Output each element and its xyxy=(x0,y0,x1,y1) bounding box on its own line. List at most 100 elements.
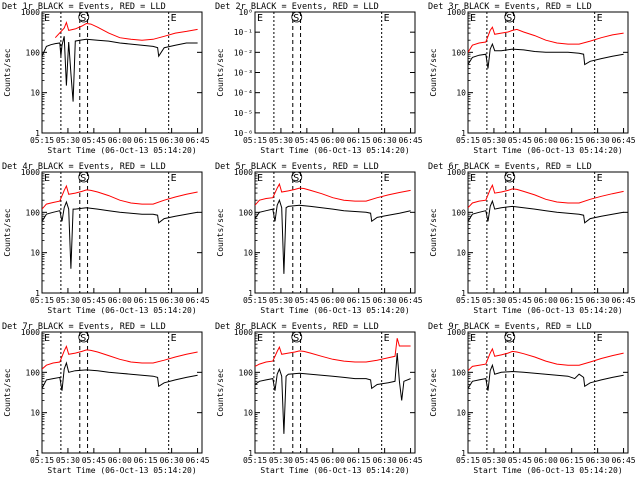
y-tick-label: 10 xyxy=(243,409,253,418)
x-tick-label: 05:45 xyxy=(295,136,319,145)
x-tick-label: 06:45 xyxy=(399,296,423,305)
lld-series-line xyxy=(468,183,624,209)
x-tick-label: 05:45 xyxy=(82,136,106,145)
x-tick-label: 06:30 xyxy=(586,296,610,305)
x-tick-label: 05:30 xyxy=(269,136,293,145)
y-axis-label: Counts/sec xyxy=(3,48,12,96)
x-tick-label: 06:30 xyxy=(160,296,184,305)
flare-marker-circle xyxy=(504,331,516,343)
y-tick-label: 1 xyxy=(35,129,40,138)
flare-marker: S xyxy=(80,13,86,24)
start-marker: E xyxy=(257,13,263,24)
chart-title: Det 2r BLACK = Events, RED = LLD xyxy=(215,2,379,12)
lld-series-line xyxy=(255,182,411,206)
x-tick-label: 06:30 xyxy=(373,136,397,145)
x-tick-label: 06:15 xyxy=(560,456,584,465)
y-tick-label: 10⁰ xyxy=(239,8,253,17)
events-series-line xyxy=(468,199,624,224)
flare-marker: S xyxy=(80,173,86,184)
y-tick-label: 100 xyxy=(452,208,467,217)
x-tick-label: 06:15 xyxy=(560,136,584,145)
x-tick-label: 06:00 xyxy=(534,296,558,305)
x-axis-label: Start Time (06-Oct-13 05:14:20) xyxy=(260,306,409,315)
y-axis-label: Counts/sec xyxy=(3,368,12,416)
x-tick-label: 05:45 xyxy=(82,296,106,305)
x-tick-label: 06:00 xyxy=(534,136,558,145)
y-tick-label: 1 xyxy=(461,289,466,298)
y-tick-label: 1000 xyxy=(21,8,40,17)
start-marker: E xyxy=(470,13,476,24)
y-tick-label: 10 xyxy=(30,409,40,418)
plot-frame xyxy=(41,11,203,134)
events-series-line xyxy=(42,361,198,391)
x-tick-label: 06:00 xyxy=(108,136,132,145)
y-tick-label: 1000 xyxy=(234,328,253,337)
y-tick-label: 1 xyxy=(248,449,253,458)
flare-marker-circle xyxy=(291,11,303,23)
flare-marker: S xyxy=(293,173,299,184)
plot-frame xyxy=(41,171,203,294)
end-marker: E xyxy=(384,13,390,24)
y-tick-label: 1000 xyxy=(447,328,466,337)
y-tick-label: 10⁻⁵ xyxy=(234,109,253,118)
x-tick-label: 05:45 xyxy=(295,296,319,305)
y-tick-label: 10 xyxy=(456,249,466,258)
start-marker: E xyxy=(470,173,476,184)
flare-marker: S xyxy=(506,333,512,344)
end-marker: E xyxy=(171,333,177,344)
events-series-line xyxy=(255,198,411,274)
end-marker: E xyxy=(384,173,390,184)
x-tick-label: 06:00 xyxy=(108,456,132,465)
flare-marker: S xyxy=(293,333,299,344)
chart-title: Det 3r BLACK = Events, RED = LLD xyxy=(428,2,592,12)
y-axis-label: Counts/sec xyxy=(429,208,438,256)
x-tick-label: 05:30 xyxy=(56,136,80,145)
x-tick-label: 05:30 xyxy=(269,456,293,465)
y-tick-label: 1 xyxy=(35,449,40,458)
lld-series-line xyxy=(468,26,624,53)
chart-title: Det 5r BLACK = Events, RED = LLD xyxy=(215,162,379,172)
x-tick-label: 05:30 xyxy=(482,136,506,145)
y-axis-label: Counts/sec xyxy=(429,48,438,96)
y-tick-label: 1 xyxy=(35,289,40,298)
y-tick-label: 10⁻² xyxy=(234,48,253,57)
y-axis-label: Counts/sec xyxy=(216,48,225,96)
x-tick-label: 06:15 xyxy=(347,136,371,145)
x-tick-label: 06:30 xyxy=(586,456,610,465)
x-tick-label: 06:30 xyxy=(160,456,184,465)
chart-title: Det 1r BLACK = Events, RED = LLD xyxy=(2,2,166,12)
chart-title: Det 6r BLACK = Events, RED = LLD xyxy=(428,162,592,172)
x-tick-label: 06:45 xyxy=(186,296,210,305)
y-tick-label: 100 xyxy=(26,368,41,377)
x-axis-label: Start Time (06-Oct-13 05:14:20) xyxy=(473,466,622,475)
y-tick-label: 10⁻³ xyxy=(234,69,253,78)
events-series-line xyxy=(42,36,198,102)
plot-frame xyxy=(254,331,416,454)
flare-marker-circle xyxy=(291,171,303,183)
chart-title: Det 9r BLACK = Events, RED = LLD xyxy=(428,322,592,332)
y-axis-label: Counts/sec xyxy=(3,208,12,256)
chart-title: Det 4r BLACK = Events, RED = LLD xyxy=(2,162,166,172)
plot-frame xyxy=(41,331,203,454)
x-tick-label: 05:15 xyxy=(456,136,480,145)
x-tick-label: 05:15 xyxy=(243,456,267,465)
x-tick-label: 06:15 xyxy=(134,456,158,465)
x-tick-label: 05:15 xyxy=(30,136,54,145)
events-series-line xyxy=(468,42,624,69)
lld-series-line xyxy=(54,20,198,41)
y-tick-label: 1 xyxy=(461,449,466,458)
x-tick-label: 05:15 xyxy=(30,296,54,305)
start-marker: E xyxy=(257,173,263,184)
events-series-line xyxy=(42,200,198,269)
start-marker: E xyxy=(44,173,50,184)
flare-marker-circle xyxy=(78,171,90,183)
plot-frame xyxy=(467,331,629,454)
y-tick-label: 100 xyxy=(26,208,41,217)
y-tick-label: 100 xyxy=(239,368,254,377)
x-axis-label: Start Time (06-Oct-13 05:14:20) xyxy=(260,466,409,475)
x-tick-label: 06:30 xyxy=(160,136,184,145)
